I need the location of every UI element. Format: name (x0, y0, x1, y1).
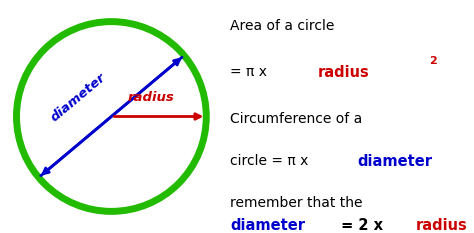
Text: Circumference of a: Circumference of a (230, 112, 363, 126)
Text: diameter: diameter (48, 71, 109, 125)
Text: = π x: = π x (230, 65, 272, 79)
Text: Area of a circle: Area of a circle (230, 19, 335, 33)
Text: circle = π x: circle = π x (230, 154, 313, 168)
Text: remember that the: remember that the (230, 196, 363, 210)
Text: diameter: diameter (357, 154, 432, 169)
Text: diameter: diameter (230, 218, 305, 233)
Text: radius: radius (416, 218, 468, 233)
Text: radius: radius (318, 65, 370, 80)
Text: radius: radius (127, 91, 174, 104)
Text: = 2 x: = 2 x (336, 218, 388, 233)
Text: 2: 2 (429, 56, 437, 66)
